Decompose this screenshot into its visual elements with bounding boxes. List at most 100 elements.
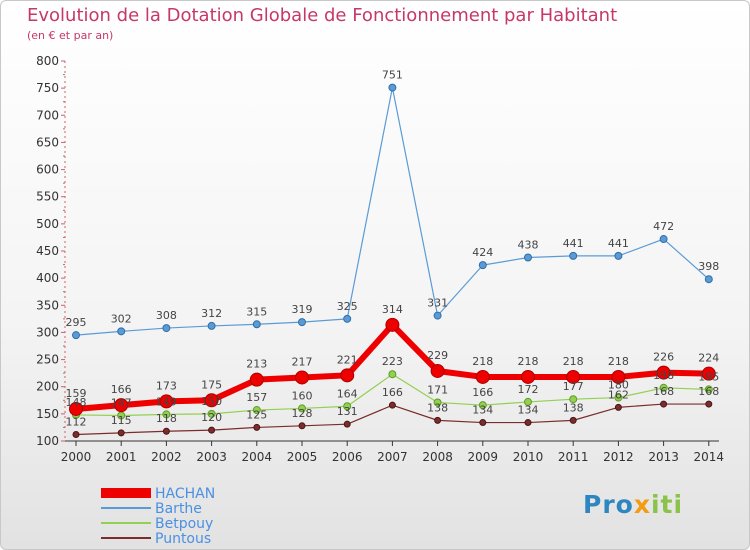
x-tick-label: 2011 <box>558 450 589 464</box>
data-label-puntous: 162 <box>608 388 629 401</box>
data-point-barthe <box>252 320 261 329</box>
data-point-betpouy <box>659 383 668 392</box>
x-tick-label: 2009 <box>468 450 499 464</box>
axes: 100 150 200 250 300 350 400 450 500 550 600 650 700 7… <box>36 54 724 464</box>
data-point-betpouy <box>433 398 442 407</box>
data-label-hachan: 229 <box>427 349 448 362</box>
x-tick-label: 2014 <box>694 450 725 464</box>
data-label-betpouy: 166 <box>472 386 493 399</box>
data-label-betpouy: 223 <box>382 355 403 368</box>
data-point-barthe <box>72 331 80 340</box>
data-point-betpouy <box>614 393 623 402</box>
data-point-barthe <box>207 321 216 330</box>
data-point-barthe <box>659 235 668 244</box>
data-label-puntous: 138 <box>427 401 448 414</box>
data-label-puntous: 112 <box>66 415 87 428</box>
series-line-barthe <box>75 86 710 336</box>
legend-label-betpouy: Betpouy <box>155 516 213 532</box>
y-tick-label: 100 <box>36 434 59 448</box>
data-label-hachan: 226 <box>653 351 674 364</box>
logo-part-1: Pro <box>583 490 634 519</box>
data-point-betpouy <box>207 409 216 418</box>
data-label-hachan: 218 <box>563 355 584 368</box>
data-label-barthe: 295 <box>66 316 87 329</box>
x-tick-label: 2005 <box>287 450 318 464</box>
data-point-hachan <box>249 372 264 387</box>
data-point-hachan <box>611 369 626 384</box>
data-label-hachan: 173 <box>156 379 177 392</box>
data-label-betpouy: 149 <box>156 395 177 408</box>
data-label-barthe: 441 <box>563 237 584 250</box>
data-point-barthe <box>162 324 171 333</box>
data-label-hachan: 314 <box>382 303 403 316</box>
legend-label-puntous: Puntous <box>155 531 211 547</box>
data-label-hachan: 175 <box>201 378 222 391</box>
y-tick-label: 350 <box>36 298 59 312</box>
data-point-puntous <box>660 400 668 408</box>
x-tick-label: 2001 <box>106 450 137 464</box>
data-label-betpouy: 157 <box>246 391 267 404</box>
data-label-hachan: 159 <box>66 387 87 400</box>
data-point-barthe <box>117 327 126 336</box>
data-point-barthe <box>704 275 713 284</box>
series-layer <box>69 83 716 438</box>
data-point-puntous <box>253 423 261 431</box>
data-point-puntous <box>208 426 216 434</box>
data-point-puntous <box>705 400 713 408</box>
data-label-barthe: 751 <box>382 69 403 82</box>
data-label-betpouy: 147 <box>111 396 132 409</box>
data-point-hachan <box>204 393 219 408</box>
data-point-hachan <box>114 398 129 413</box>
y-tick-label: 450 <box>36 244 59 258</box>
data-label-hachan: 221 <box>337 353 358 366</box>
x-tick-label: 2010 <box>513 450 544 464</box>
data-point-barthe <box>298 318 306 327</box>
data-label-hachan: 213 <box>246 358 267 371</box>
data-label-barthe: 331 <box>427 297 448 310</box>
data-label-barthe: 312 <box>201 307 222 320</box>
data-label-puntous: 118 <box>156 412 177 425</box>
data-label-puntous: 125 <box>246 408 267 421</box>
data-label-puntous: 168 <box>653 385 674 398</box>
data-point-hachan <box>69 401 83 416</box>
data-point-barthe <box>524 253 532 262</box>
data-label-hachan: 218 <box>472 355 493 368</box>
data-point-hachan <box>656 365 671 380</box>
x-tick-label: 2008 <box>422 450 453 464</box>
x-tick-label: 2012 <box>603 450 634 464</box>
data-label-barthe: 302 <box>111 312 132 325</box>
data-point-betpouy <box>162 410 171 419</box>
y-tick-label: 600 <box>36 163 59 177</box>
data-point-hachan <box>521 369 535 384</box>
data-label-barthe: 441 <box>608 237 629 250</box>
y-tick-label: 500 <box>36 217 59 231</box>
data-point-betpouy <box>704 385 713 394</box>
data-label-betpouy: 164 <box>337 387 358 400</box>
y-tick-label: 200 <box>36 380 59 394</box>
data-point-puntous <box>479 419 487 427</box>
chart-subtitle: (en € et par an) <box>27 29 114 42</box>
data-label-barthe: 319 <box>292 303 313 316</box>
data-label-betpouy: 172 <box>518 383 539 396</box>
data-point-puntous <box>524 419 532 427</box>
logo-part-2: x <box>633 490 651 519</box>
data-label-betpouy: 160 <box>292 389 313 402</box>
y-tick-label: 800 <box>36 54 59 68</box>
legend-label-hachan: HACHAN <box>155 486 215 502</box>
y-tick-label: 250 <box>36 353 59 367</box>
data-point-betpouy <box>343 402 352 411</box>
y-tick-label: 300 <box>36 325 59 339</box>
data-point-hachan <box>385 317 400 332</box>
x-tick-label: 2000 <box>61 450 92 464</box>
data-label-betpouy: 198 <box>653 369 674 382</box>
data-point-hachan <box>159 394 174 409</box>
data-point-betpouy <box>298 404 306 413</box>
data-point-barthe <box>433 311 442 320</box>
data-point-hachan <box>475 369 490 384</box>
data-label-barthe: 438 <box>518 239 539 252</box>
data-point-puntous <box>569 416 577 424</box>
data-point-puntous <box>298 422 306 430</box>
